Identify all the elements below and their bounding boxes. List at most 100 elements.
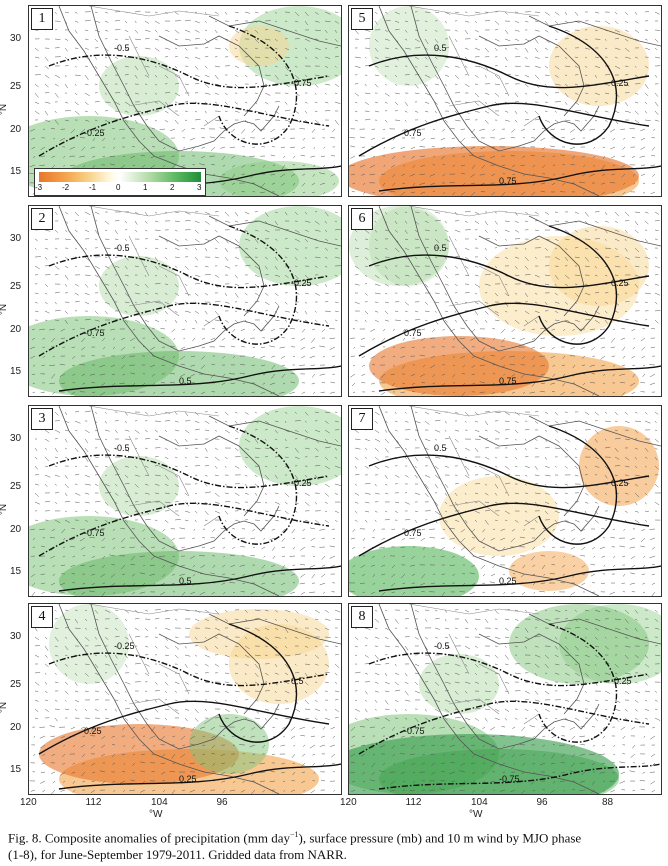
y-tick-label: 25 bbox=[10, 280, 22, 292]
contour-label: -0.5 bbox=[114, 43, 130, 53]
caption-line1-b: ), surface pressure (mb) and 10 m wind b… bbox=[298, 830, 582, 846]
state-borders bbox=[408, 206, 540, 327]
pressure-contour bbox=[38, 700, 330, 755]
map-canvas: -0.75 -0.5 -0.25 0.5 bbox=[29, 206, 341, 396]
y-tick-label: 25 bbox=[10, 480, 22, 492]
x-tick-label: 104 bbox=[151, 797, 168, 808]
state-borders bbox=[408, 604, 540, 725]
x-axis-label: °W bbox=[469, 809, 483, 820]
coastline bbox=[58, 604, 341, 794]
y-tick-label: 15 bbox=[10, 566, 22, 578]
y-tick-label: 15 bbox=[10, 366, 22, 378]
pressure-contour bbox=[358, 700, 650, 755]
contour-label: 0.75 bbox=[499, 376, 517, 386]
y-tick-label: 15 bbox=[10, 166, 22, 178]
precip-anomaly-area bbox=[369, 336, 549, 396]
contour-label: 0.5 bbox=[291, 676, 304, 686]
pressure-contour bbox=[538, 25, 618, 145]
figure-caption: Fig. 8. Composite anomalies of precipita… bbox=[8, 826, 658, 863]
x-tick-label: 96 bbox=[216, 797, 228, 808]
pressure-contour bbox=[378, 165, 661, 192]
pressure-contour bbox=[38, 102, 330, 157]
pressure-contour bbox=[218, 225, 298, 345]
map-canvas: 0.75 0.5 0.25 0.25 bbox=[349, 406, 661, 596]
coastline bbox=[378, 206, 661, 396]
map-frame: -0.75 -0.5 -0.25 0.5 3 bbox=[28, 405, 342, 597]
contour-label: 0.25 bbox=[611, 78, 629, 88]
contour-label: 0.75 bbox=[404, 328, 422, 338]
y-tick-label: 15 bbox=[10, 764, 22, 776]
map-frame: 0.25 -0.25 0.5 0.25 4 bbox=[28, 603, 342, 795]
x-tick-label: 120 bbox=[20, 797, 37, 808]
x-tick-label: 88 bbox=[602, 797, 614, 808]
contour-label: -0.25 bbox=[611, 676, 632, 686]
x-axis-label: °W bbox=[149, 809, 163, 820]
precip-anomaly-area bbox=[349, 546, 479, 596]
wind-vectors bbox=[30, 211, 341, 396]
phase-label: 3 bbox=[31, 408, 53, 430]
contour-label: 0.25 bbox=[499, 576, 517, 586]
pressure-contour bbox=[358, 502, 650, 557]
x-tick-label: 120 bbox=[340, 797, 357, 808]
y-axis-label: °N bbox=[0, 701, 10, 713]
pressure-contour bbox=[378, 763, 661, 790]
state-borders bbox=[88, 206, 220, 327]
precip-anomaly-area bbox=[229, 26, 289, 66]
state-borders bbox=[88, 406, 220, 527]
contour-label: 0.5 bbox=[434, 243, 447, 253]
map-frame: 0.75 0.5 0.25 0.75 5 bbox=[348, 5, 662, 197]
contour-label: -0.75 bbox=[499, 774, 520, 784]
precip-anomaly-area bbox=[219, 161, 339, 196]
contour-label: -0.25 bbox=[84, 128, 105, 138]
colorbar-tick: -2 bbox=[62, 183, 70, 192]
precip-anomaly-area bbox=[549, 26, 649, 106]
map-frame: 0.75 0.5 0.25 0.25 7 bbox=[348, 405, 662, 597]
pressure-contour bbox=[48, 652, 330, 687]
wind-vectors bbox=[30, 410, 341, 596]
y-tick-label: 30 bbox=[10, 33, 22, 45]
contour-label: 0.25 bbox=[611, 278, 629, 288]
colorbar-gradient bbox=[39, 172, 201, 182]
contour-label: 0.5 bbox=[434, 443, 447, 453]
y-axis-label: °N bbox=[0, 303, 10, 315]
y-tick-label: 20 bbox=[10, 524, 22, 536]
x-tick-label: 112 bbox=[85, 797, 102, 808]
pressure-contour bbox=[48, 54, 330, 89]
map-frame: -0.75 -0.5 -0.25 -0.75 8 bbox=[348, 603, 662, 795]
y-tick-label: 30 bbox=[10, 233, 22, 245]
state-borders bbox=[408, 406, 540, 527]
state-borders bbox=[408, 6, 540, 127]
y-tick-label: 25 bbox=[10, 80, 22, 92]
y-tick-label: 20 bbox=[10, 124, 22, 136]
pressure-contour bbox=[218, 623, 298, 743]
state-borders bbox=[88, 6, 220, 127]
phase-label: 7 bbox=[351, 408, 373, 430]
pressure-contour bbox=[38, 502, 330, 557]
pressure-contour bbox=[358, 302, 650, 357]
state-borders bbox=[88, 604, 220, 725]
map-canvas: 0.25 -0.25 0.5 0.25 bbox=[29, 604, 341, 794]
contour-label: 0.5 bbox=[434, 43, 447, 53]
pressure-contour bbox=[538, 623, 618, 743]
pressure-contour bbox=[538, 425, 618, 545]
precip-anomaly-area bbox=[479, 236, 639, 336]
colorbar-tick: 0 bbox=[116, 183, 121, 192]
precip-anomaly-area bbox=[549, 226, 649, 306]
precip-colorbar: -3 -2 -1 0 1 2 3 bbox=[34, 168, 206, 196]
y-tick-label: 20 bbox=[10, 722, 22, 734]
pressure-contour bbox=[218, 25, 298, 145]
coastline bbox=[378, 406, 661, 596]
contour-label: 0.5 bbox=[179, 576, 192, 586]
wind-vectors bbox=[29, 609, 341, 794]
map-frame: -0.75 -0.5 -0.25 0.5 2 bbox=[28, 205, 342, 397]
x-tick-label: 96 bbox=[536, 797, 548, 808]
wind-vectors bbox=[350, 210, 661, 396]
precip-anomaly-area bbox=[349, 206, 449, 286]
precip-anomaly-area bbox=[59, 551, 299, 596]
pressure-contour bbox=[368, 54, 650, 89]
map-canvas: -0.75 -0.5 -0.25 0.5 bbox=[29, 406, 341, 596]
y-tick-label: 30 bbox=[10, 631, 22, 643]
contour-label: -0.5 bbox=[114, 243, 130, 253]
contour-label: -0.75 bbox=[291, 78, 312, 88]
pressure-contour bbox=[218, 425, 298, 545]
